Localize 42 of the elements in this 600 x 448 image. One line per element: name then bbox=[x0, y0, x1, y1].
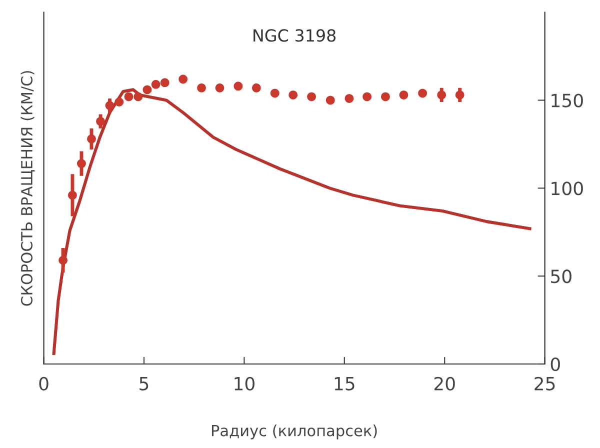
point bbox=[344, 94, 354, 103]
point bbox=[307, 92, 316, 102]
point bbox=[96, 116, 106, 126]
x-tick-label: 10 bbox=[234, 376, 254, 390]
line-series bbox=[52, 88, 532, 355]
point bbox=[124, 92, 134, 102]
point bbox=[252, 83, 261, 92]
point bbox=[160, 78, 170, 88]
point bbox=[326, 96, 335, 105]
text: NGC 3198 bbox=[254, 29, 336, 42]
x-tick-label: 25 bbox=[534, 376, 555, 390]
point bbox=[437, 90, 446, 100]
point bbox=[142, 85, 152, 94]
point bbox=[105, 101, 114, 110]
point bbox=[399, 90, 408, 100]
y-tick-label: 150 bbox=[552, 94, 583, 108]
point bbox=[134, 92, 143, 102]
point bbox=[178, 74, 188, 84]
y-tick-label: 50 bbox=[551, 270, 572, 284]
point bbox=[234, 82, 243, 91]
point bbox=[76, 159, 86, 168]
point bbox=[58, 256, 68, 265]
point bbox=[418, 88, 428, 98]
point bbox=[380, 92, 390, 102]
point bbox=[455, 90, 464, 100]
x-axis-title: Радиус (килопарсек) bbox=[212, 424, 377, 440]
y-tick-label: 100 bbox=[552, 182, 583, 196]
point bbox=[270, 88, 280, 98]
x-tick-label: 5 bbox=[140, 377, 148, 390]
point bbox=[151, 80, 160, 89]
point bbox=[68, 190, 77, 200]
x-tick-label: 0 bbox=[39, 376, 48, 390]
point bbox=[197, 83, 206, 92]
point bbox=[215, 83, 224, 92]
point bbox=[362, 92, 372, 102]
x-tick-label: 20 bbox=[434, 376, 455, 390]
point bbox=[114, 98, 124, 106]
point bbox=[86, 134, 96, 144]
y-axis-title: СКОРОСТЬ ВРАЩЕНИЯ (КМ/С) bbox=[20, 71, 35, 306]
y-tick-label: 0 bbox=[550, 357, 560, 372]
point bbox=[288, 90, 298, 100]
x-tick-label: 15 bbox=[334, 377, 354, 390]
